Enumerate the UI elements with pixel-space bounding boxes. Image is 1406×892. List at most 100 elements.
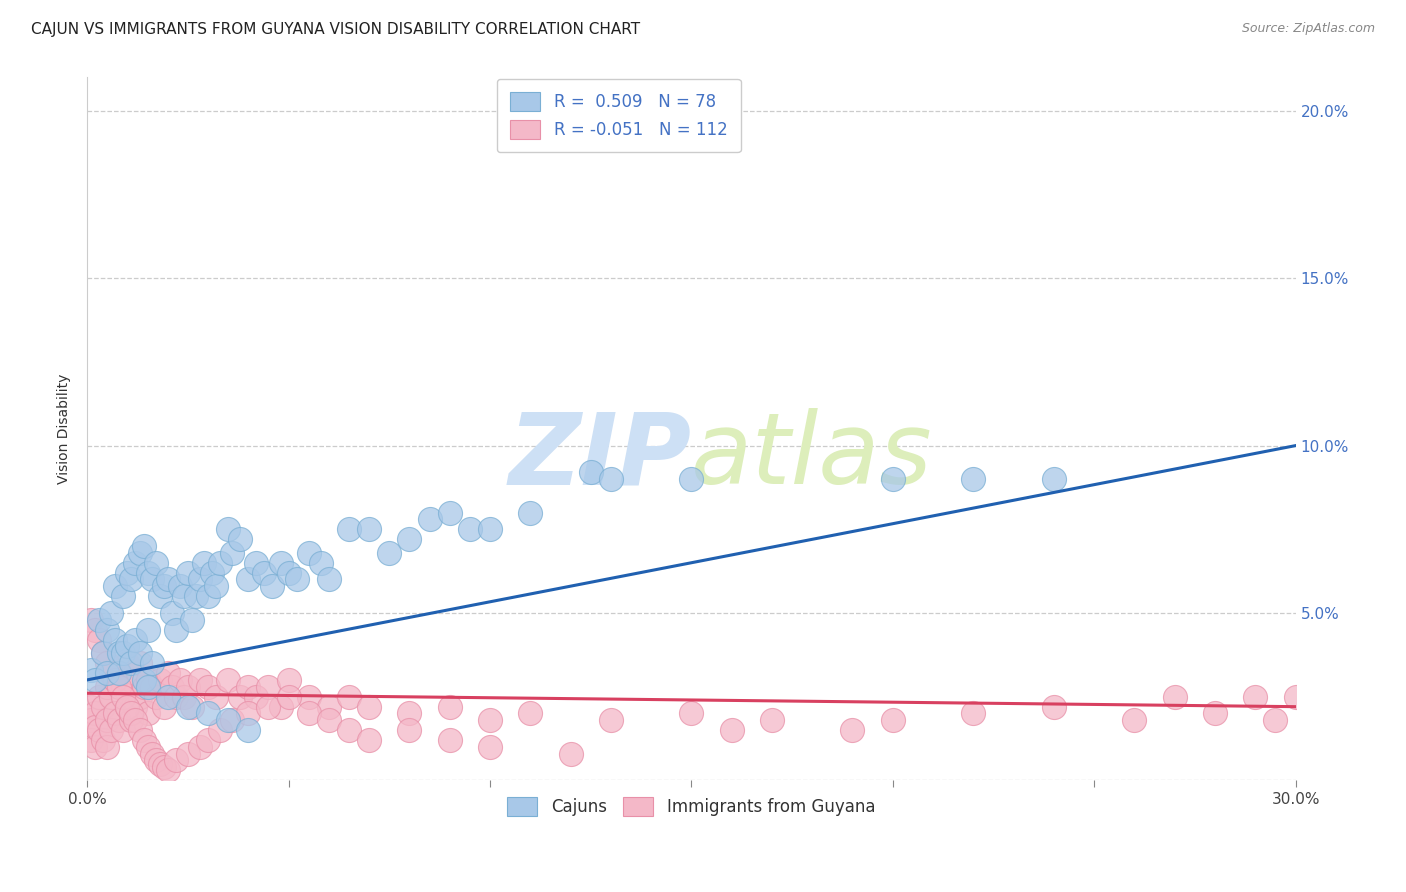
Point — [149, 589, 172, 603]
Point — [180, 699, 202, 714]
Point — [117, 699, 139, 714]
Point — [173, 690, 195, 704]
Point — [136, 566, 159, 580]
Point — [104, 579, 127, 593]
Point — [124, 666, 146, 681]
Point — [245, 690, 267, 704]
Point — [152, 579, 174, 593]
Point — [121, 656, 143, 670]
Point — [108, 646, 131, 660]
Point — [245, 556, 267, 570]
Point — [84, 623, 107, 637]
Point — [112, 589, 135, 603]
Point — [156, 666, 179, 681]
Point — [318, 573, 340, 587]
Y-axis label: Vision Disability: Vision Disability — [58, 374, 72, 484]
Point — [165, 690, 187, 704]
Point — [117, 566, 139, 580]
Point — [84, 673, 107, 687]
Point — [439, 733, 461, 747]
Point — [89, 723, 111, 737]
Point — [318, 699, 340, 714]
Point — [104, 706, 127, 721]
Text: ZIP: ZIP — [509, 409, 692, 506]
Point — [221, 713, 243, 727]
Point — [298, 546, 321, 560]
Text: CAJUN VS IMMIGRANTS FROM GUYANA VISION DISABILITY CORRELATION CHART: CAJUN VS IMMIGRANTS FROM GUYANA VISION D… — [31, 22, 640, 37]
Point — [80, 713, 103, 727]
Point — [277, 690, 299, 704]
Point — [112, 723, 135, 737]
Point — [882, 713, 904, 727]
Point — [221, 546, 243, 560]
Point — [285, 573, 308, 587]
Point — [205, 690, 228, 704]
Point — [359, 522, 381, 536]
Point — [882, 472, 904, 486]
Point — [141, 680, 163, 694]
Point — [177, 747, 200, 761]
Point — [359, 699, 381, 714]
Point — [136, 706, 159, 721]
Point — [165, 623, 187, 637]
Legend: Cajuns, Immigrants from Guyana: Cajuns, Immigrants from Guyana — [499, 789, 883, 825]
Point — [419, 512, 441, 526]
Point — [80, 613, 103, 627]
Point — [104, 673, 127, 687]
Point — [761, 713, 783, 727]
Point — [270, 556, 292, 570]
Point — [156, 764, 179, 778]
Point — [160, 606, 183, 620]
Point — [217, 522, 239, 536]
Point — [80, 663, 103, 677]
Point — [121, 706, 143, 721]
Point — [599, 472, 621, 486]
Point — [177, 699, 200, 714]
Point — [188, 573, 211, 587]
Point — [720, 723, 742, 737]
Point — [132, 680, 155, 694]
Point — [128, 546, 150, 560]
Point — [117, 640, 139, 654]
Point — [89, 613, 111, 627]
Point — [91, 646, 114, 660]
Point — [177, 566, 200, 580]
Point — [141, 747, 163, 761]
Point — [128, 656, 150, 670]
Point — [1204, 706, 1226, 721]
Point — [112, 646, 135, 660]
Point — [309, 556, 332, 570]
Point — [257, 680, 280, 694]
Point — [1244, 690, 1267, 704]
Point — [96, 623, 118, 637]
Point — [80, 733, 103, 747]
Point — [262, 579, 284, 593]
Point — [478, 739, 501, 754]
Point — [112, 680, 135, 694]
Point — [104, 673, 127, 687]
Point — [1043, 699, 1066, 714]
Point — [145, 556, 167, 570]
Point — [117, 656, 139, 670]
Point — [91, 646, 114, 660]
Point — [277, 566, 299, 580]
Point — [112, 690, 135, 704]
Point — [84, 720, 107, 734]
Point — [439, 506, 461, 520]
Point — [173, 589, 195, 603]
Point — [1043, 472, 1066, 486]
Point — [238, 706, 260, 721]
Point — [100, 606, 122, 620]
Point — [108, 680, 131, 694]
Point — [337, 522, 360, 536]
Point — [238, 723, 260, 737]
Point — [298, 690, 321, 704]
Point — [217, 713, 239, 727]
Point — [238, 680, 260, 694]
Point — [1164, 690, 1187, 704]
Point — [253, 566, 276, 580]
Point — [160, 680, 183, 694]
Point — [145, 690, 167, 704]
Point — [108, 666, 131, 681]
Point — [121, 673, 143, 687]
